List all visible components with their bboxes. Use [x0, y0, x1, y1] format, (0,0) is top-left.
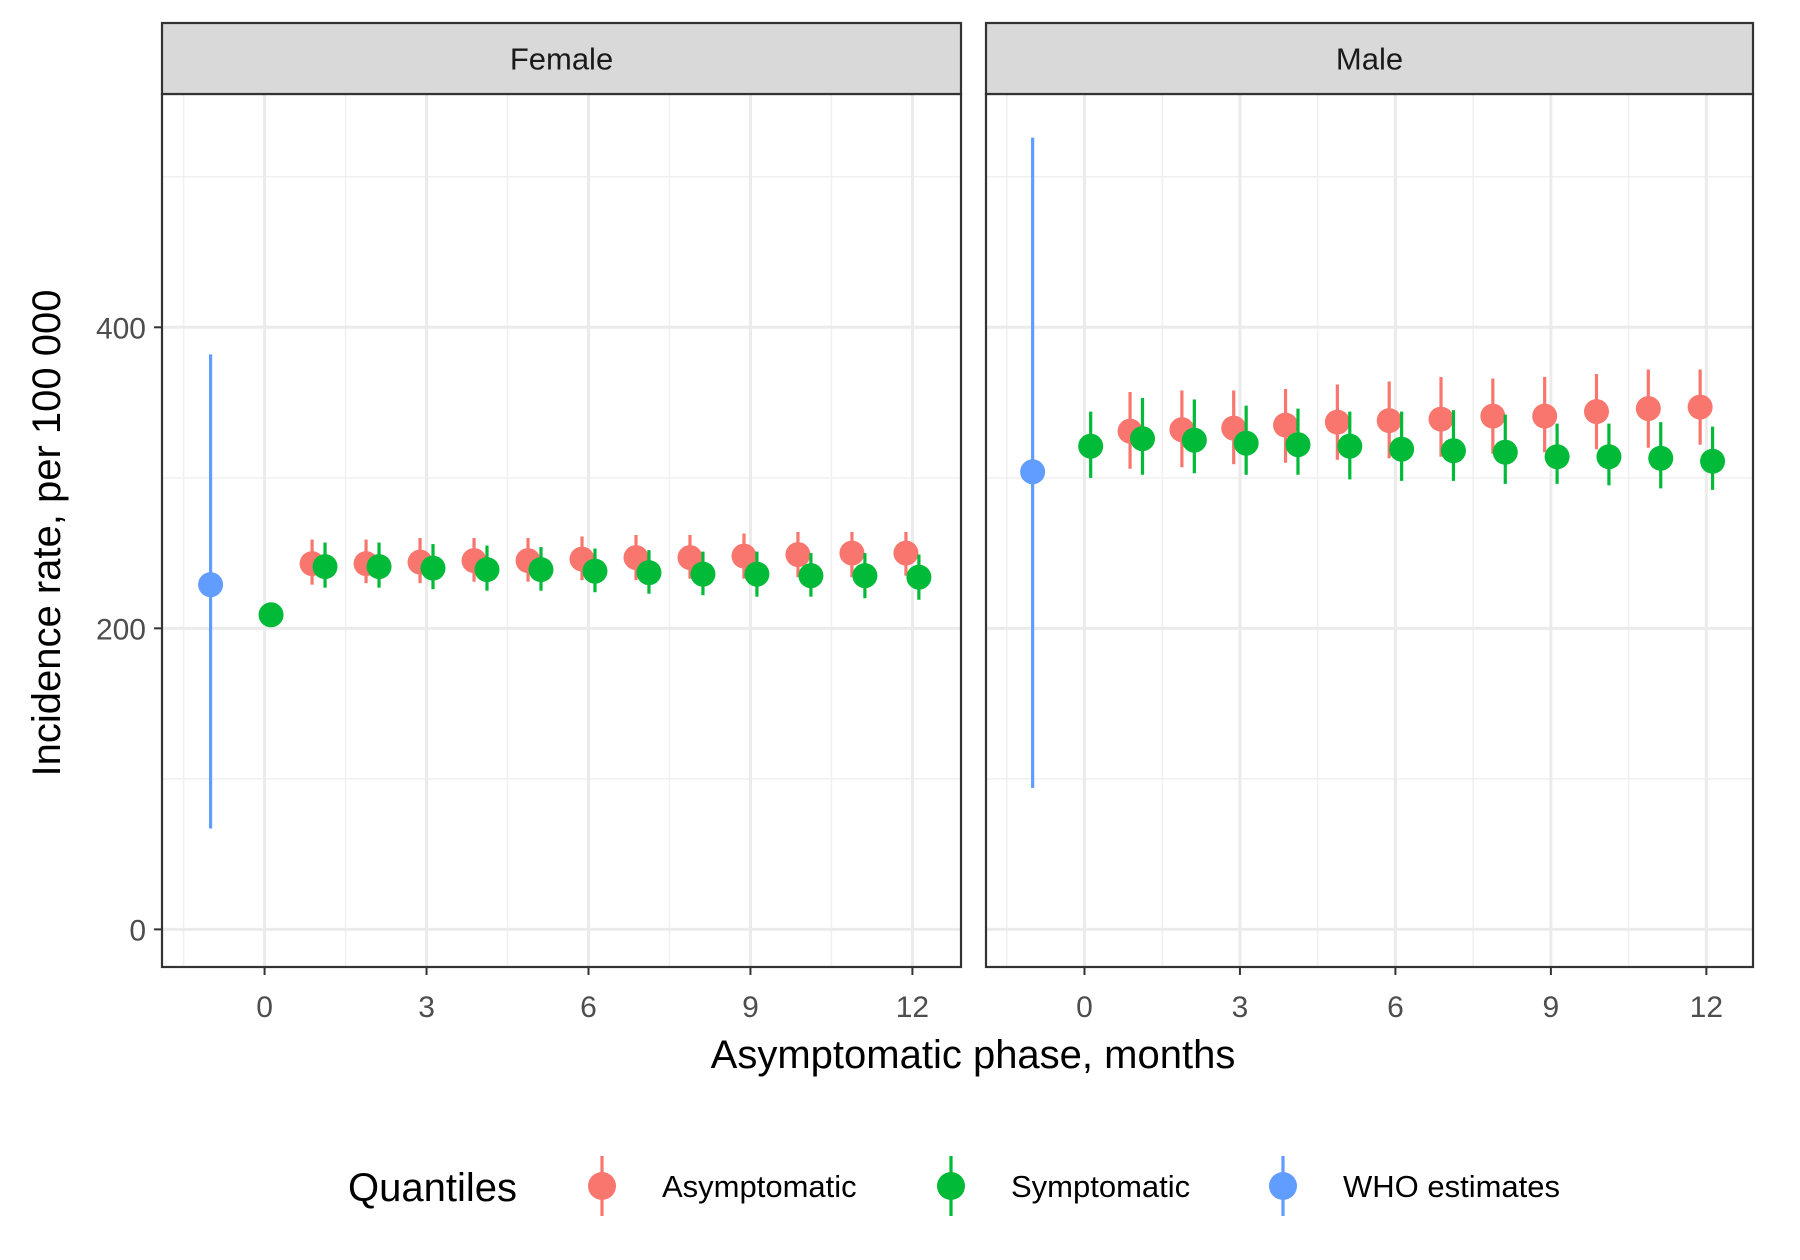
series-symptomatic [1078, 398, 1726, 490]
x-tick-label: 6 [580, 991, 597, 1024]
data-point [1583, 399, 1609, 425]
data-point [366, 554, 392, 580]
series-symptomatic [258, 542, 932, 628]
x-tick-label: 12 [1690, 991, 1723, 1024]
y-tick-label: 400 [96, 312, 146, 345]
facet-label-male: Male [1336, 42, 1403, 77]
legend-key-symptomatic: Symptomatic [937, 1156, 1190, 1216]
x-axis-title: Asymptomatic phase, months [711, 1033, 1236, 1077]
data-point [1544, 444, 1570, 470]
panel-male: Male 0 3 6 9 12 [984, 21, 1755, 1024]
panel-female: Female 0 3 6 9 12 0 200 400 [96, 21, 963, 1024]
data-point [258, 602, 284, 628]
data-point [582, 558, 608, 584]
y-axis-title: Incidence rate, per 100 000 [25, 289, 69, 776]
data-point [839, 540, 865, 566]
legend-key-point [1269, 1172, 1297, 1200]
series-asymptomatic [1117, 369, 1713, 469]
data-point [906, 564, 932, 590]
facet-label-female: Female [510, 42, 613, 77]
data-point [1532, 403, 1558, 429]
data-point [528, 557, 554, 583]
data-point [1181, 427, 1207, 453]
data-point [785, 542, 811, 568]
data-point [1324, 409, 1350, 435]
data-point [420, 555, 446, 581]
data-point [1635, 396, 1661, 422]
facet-panels: Female 0 3 6 9 12 0 200 400 Male 0 3 6 9 12 [96, 21, 1755, 1024]
panel-background [986, 94, 1753, 967]
data-point [312, 554, 338, 580]
legend-title: Quantiles [348, 1166, 517, 1210]
data-point [1285, 432, 1311, 458]
data-point [690, 561, 716, 587]
legend-label: WHO estimates [1343, 1169, 1560, 1204]
x-tick-label: 6 [1387, 991, 1404, 1024]
x-tick-label: 12 [896, 991, 929, 1024]
legend-key-point [588, 1172, 616, 1200]
data-point [1376, 408, 1402, 434]
x-tick-label: 9 [742, 991, 759, 1024]
data-point [852, 563, 878, 589]
data-point [1440, 438, 1466, 464]
x-tick-label: 9 [1543, 991, 1560, 1024]
data-point [1078, 433, 1104, 459]
series-who-estimates [1020, 137, 1046, 788]
x-tick-label: 0 [256, 991, 273, 1024]
data-point [198, 572, 224, 598]
legend-key-point [937, 1172, 965, 1200]
series-who-estimates [198, 354, 224, 829]
data-point [1596, 444, 1622, 470]
data-point [1389, 436, 1415, 462]
x-tick-label: 3 [418, 991, 435, 1024]
data-point [636, 560, 662, 586]
data-point [1428, 406, 1454, 432]
data-point [731, 543, 757, 569]
panel-background [162, 94, 961, 967]
x-tick-label: 0 [1076, 991, 1093, 1024]
facet-strip [160, 21, 963, 96]
data-point [1337, 433, 1363, 459]
data-point [893, 540, 919, 566]
data-point [1273, 412, 1299, 438]
data-point [1687, 394, 1713, 420]
legend-key-who-estimates: WHO estimates [1269, 1156, 1560, 1216]
data-point [1233, 430, 1259, 456]
y-tick-label: 200 [96, 613, 146, 646]
legend-label: Asymptomatic [662, 1169, 857, 1204]
x-tick-label: 3 [1232, 991, 1249, 1024]
facet-strip [984, 21, 1755, 96]
data-point [1480, 403, 1506, 429]
data-point [798, 563, 824, 589]
y-tick-label: 0 [129, 914, 146, 947]
legend: Quantiles Asymptomatic Symptomatic WHO est… [348, 1156, 1560, 1216]
data-point [744, 561, 770, 587]
legend-key-asymptomatic: Asymptomatic [588, 1156, 857, 1216]
data-point [1020, 459, 1046, 485]
legend-label: Symptomatic [1011, 1169, 1190, 1204]
data-point [1492, 439, 1518, 465]
data-point [1130, 426, 1156, 452]
data-point [1648, 445, 1674, 471]
legend-keys: Asymptomatic Symptomatic WHO estimates [588, 1156, 1560, 1216]
data-point [474, 557, 500, 583]
data-point [1700, 448, 1726, 474]
